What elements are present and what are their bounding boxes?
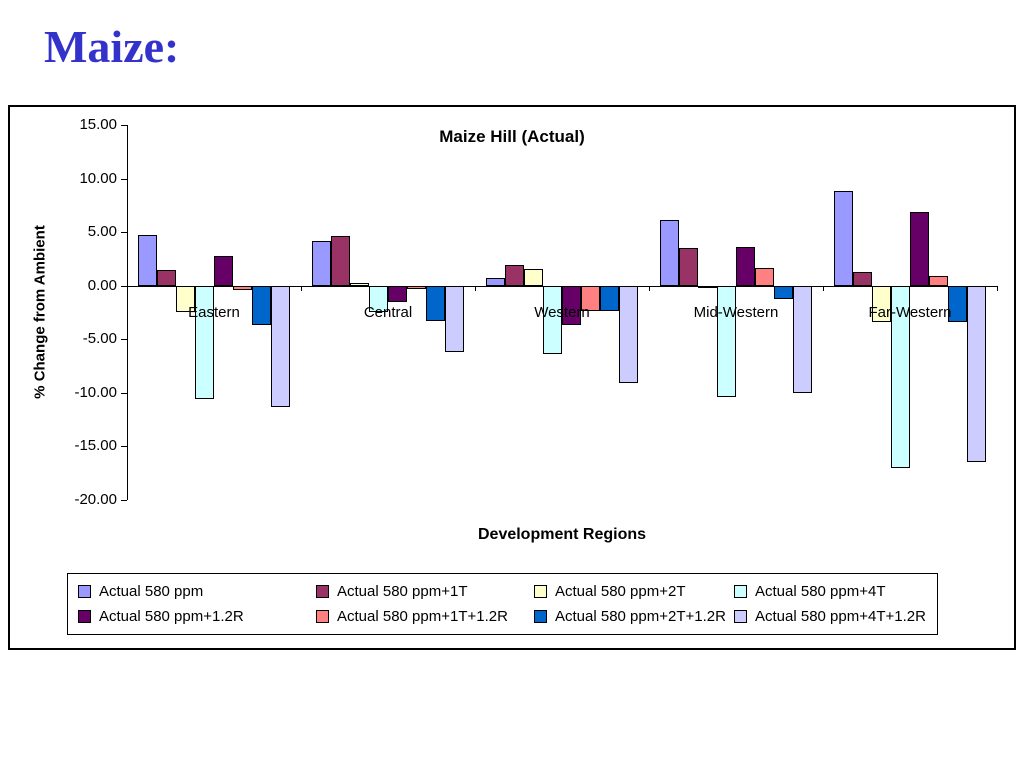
bar xyxy=(350,282,369,286)
legend-label: Actual 580 ppm+2T+1.2R xyxy=(555,608,726,625)
y-axis-tick xyxy=(121,392,127,394)
bar xyxy=(157,269,176,286)
legend-item: Actual 580 ppm+2T xyxy=(534,583,734,600)
legend-item: Actual 580 ppm+1.2R xyxy=(78,608,316,625)
x-axis-tick xyxy=(823,285,824,291)
legend-swatch-icon xyxy=(534,585,547,598)
legend-label: Actual 580 ppm+1T xyxy=(337,583,468,600)
category-label: Mid-Western xyxy=(693,303,779,321)
bar xyxy=(331,236,350,286)
legend-swatch-icon xyxy=(534,610,547,623)
category-label: Eastern xyxy=(188,303,240,321)
y-axis-tick xyxy=(121,446,127,448)
category-label: Far-Western xyxy=(868,303,952,321)
legend-swatch-icon xyxy=(734,585,747,598)
bar xyxy=(388,285,407,302)
legend-item: Actual 580 ppm+1T xyxy=(316,583,534,600)
legend-label: Actual 580 ppm+4T xyxy=(755,583,886,600)
legend-item: Actual 580 ppm+2T+1.2R xyxy=(534,608,734,625)
x-axis-title: Development Regions xyxy=(477,526,647,543)
y-axis-tick xyxy=(121,285,127,287)
chart-frame: Maize Hill (Actual) % Change from Ambien… xyxy=(8,105,1016,650)
legend-label: Actual 580 ppm xyxy=(99,583,204,600)
x-axis-tick xyxy=(997,285,998,291)
y-axis-title: % Change from Ambient xyxy=(31,225,49,399)
bar xyxy=(524,268,543,286)
y-axis-tick-label: 15.00 xyxy=(79,116,117,133)
legend-swatch-icon xyxy=(316,610,329,623)
bar xyxy=(755,267,774,286)
category-label: Western xyxy=(534,303,590,321)
y-axis-tick-label: 5.00 xyxy=(87,223,117,241)
legend-swatch-icon xyxy=(734,610,747,623)
legend-item: Actual 580 ppm xyxy=(78,583,316,600)
bar xyxy=(793,285,812,393)
legend-label: Actual 580 ppm+1T+1.2R xyxy=(337,608,508,625)
y-axis-tick xyxy=(121,178,127,180)
bar xyxy=(853,271,872,286)
y-axis-tick-label: -5.00 xyxy=(82,330,117,348)
bar xyxy=(660,220,679,286)
bar xyxy=(717,285,736,398)
y-axis-tick xyxy=(121,339,127,341)
y-axis-tick-label: 10.00 xyxy=(79,169,117,187)
legend-swatch-icon xyxy=(78,610,91,623)
category-label: Central xyxy=(363,303,413,321)
chart-title: Maize Hill (Actual) xyxy=(439,127,585,146)
legend-label: Actual 580 ppm+2T xyxy=(555,583,686,600)
y-axis-tick xyxy=(121,125,127,126)
y-axis-line xyxy=(127,125,128,500)
legend-label: Actual 580 ppm+4T+1.2R xyxy=(755,608,926,625)
x-axis-tick xyxy=(301,285,302,291)
legend-label: Actual 580 ppm+1.2R xyxy=(99,608,244,625)
bar xyxy=(505,265,524,286)
bar xyxy=(214,255,233,286)
page-title: Maize: xyxy=(44,21,180,72)
bar xyxy=(138,235,157,286)
x-axis-line xyxy=(127,285,997,287)
x-axis-tick xyxy=(127,285,128,291)
y-axis-tick-label: -10.00 xyxy=(74,383,117,401)
y-axis-tick-label: 0.00 xyxy=(87,276,117,294)
bar xyxy=(736,247,755,286)
y-axis-tick-label: -15.00 xyxy=(74,437,117,455)
legend-swatch-icon xyxy=(316,585,329,598)
bar xyxy=(774,285,793,299)
y-axis-tick xyxy=(121,232,127,234)
legend: Actual 580 ppm Actual 580 ppm+1T Actual 58… xyxy=(67,573,938,635)
legend-item: Actual 580 ppm+4T xyxy=(734,583,937,600)
x-axis-tick xyxy=(475,285,476,291)
x-axis-tick xyxy=(649,285,650,291)
bar xyxy=(834,191,853,286)
legend-item: Actual 580 ppm+4T+1.2R xyxy=(734,608,937,625)
legend-item: Actual 580 ppm+1T+1.2R xyxy=(316,608,534,625)
bar xyxy=(910,211,929,286)
bar xyxy=(619,285,638,384)
y-axis-tick xyxy=(121,500,127,501)
bar xyxy=(679,248,698,286)
bar xyxy=(312,240,331,286)
y-axis-tick-label: -20.00 xyxy=(74,491,117,508)
plot-area: 15.00 10.00 5.00 0.00 -5.00 -10.00 -15.00 -20.0… xyxy=(74,116,998,508)
bar xyxy=(929,276,948,286)
legend-swatch-icon xyxy=(78,585,91,598)
bar xyxy=(486,278,505,286)
